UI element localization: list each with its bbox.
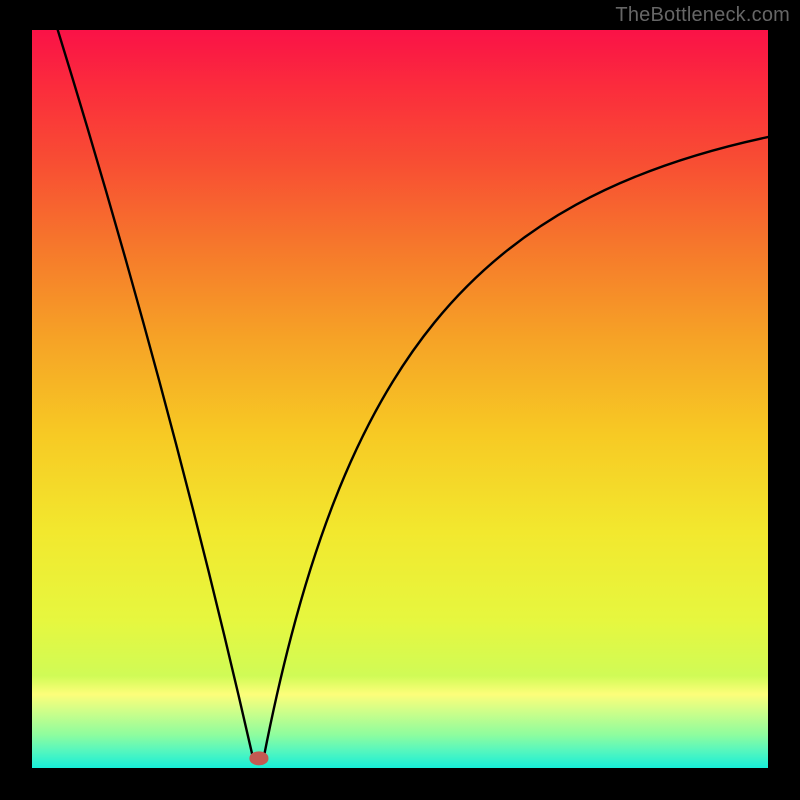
bottleneck-curve xyxy=(32,30,768,768)
plot-area xyxy=(32,30,768,768)
chart-frame xyxy=(0,0,800,800)
watermark: TheBottleneck.com xyxy=(615,4,790,27)
